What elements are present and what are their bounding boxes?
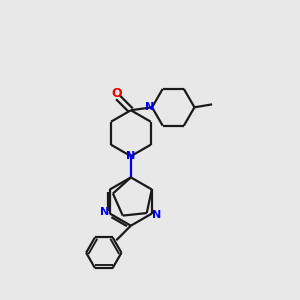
Text: N: N (100, 207, 109, 217)
Text: N: N (145, 102, 154, 112)
Text: O: O (111, 87, 122, 100)
Text: N: N (152, 210, 162, 220)
Text: N: N (126, 151, 136, 161)
